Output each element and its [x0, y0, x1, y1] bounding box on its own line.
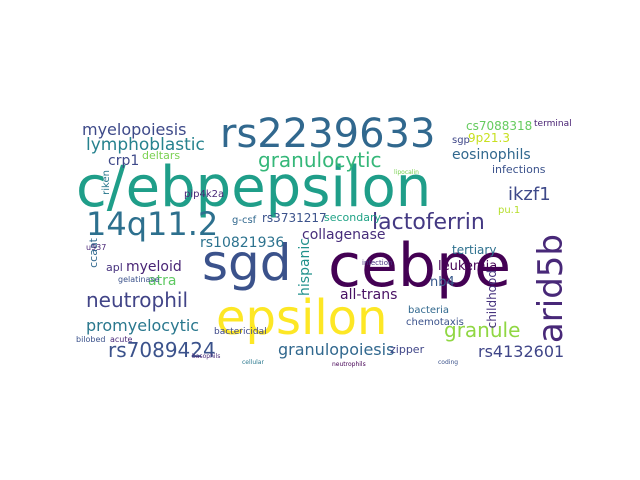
word-c-ebpepsilon: c/ebpepsilon [76, 155, 432, 220]
word-chemotaxis: chemotaxis [406, 317, 464, 328]
word-childhood: childhood [485, 270, 499, 329]
word-granule: granule [444, 318, 521, 342]
word-infections: infections [492, 163, 546, 176]
word-atra: atra [148, 273, 177, 289]
word-basophils: basophils [192, 353, 221, 360]
word-sgp: sgp [452, 135, 470, 146]
word-secondary: secondary [324, 211, 382, 224]
word-lipocalin: lipocalin [394, 169, 419, 176]
word-cellular: cellular [242, 359, 264, 366]
word-lymphoblastic: lymphoblastic [86, 135, 205, 155]
word-hispanic: hispanic [297, 238, 313, 296]
word-apl: apl [106, 261, 123, 274]
word-rs7089424: rs7089424 [108, 338, 216, 362]
word-bactericidal: bactericidal [214, 327, 267, 337]
word-granulopoiesis: granulopoiesis [278, 340, 395, 359]
word-g-csf: g-csf [232, 215, 257, 226]
word-lactoferrin: lactoferrin [372, 210, 485, 235]
word-deltars: deltars [142, 149, 181, 162]
word-eosinophils: eosinophils [452, 147, 531, 163]
word-crp1: crp1 [108, 153, 140, 169]
word-promyelocytic: promyelocytic [86, 316, 200, 335]
word-zipper: zipper [390, 343, 425, 356]
word-rs3731217: rs3731217 [262, 211, 327, 225]
word-terminal: terminal [534, 119, 572, 129]
word-rs4132601: rs4132601 [478, 342, 565, 361]
word-rs10821936: rs10821936 [200, 235, 285, 251]
word-acute: acute [110, 335, 133, 344]
word-epsilon: epsilon [216, 290, 388, 346]
word-all-trans: all-trans [340, 287, 398, 303]
word-u937: u937 [86, 243, 107, 252]
word-gelatinase: gelatinase [118, 275, 160, 284]
word-riken: riken [101, 170, 112, 195]
word-9p21-3: 9p21.3 [468, 131, 510, 145]
word-coding: coding [438, 359, 459, 366]
word-rs2239633: rs2239633 [220, 111, 436, 157]
word-pip4k2a: pip4k2a [184, 189, 225, 200]
word-collagenase: collagenase [302, 227, 386, 243]
word-tertiary: tertiary [452, 243, 497, 257]
word-myeloid: myeloid [126, 259, 182, 275]
word-cebpe: cebpe [328, 231, 511, 301]
word-sgd: sgd [202, 234, 292, 292]
word-infection: infection [362, 259, 393, 267]
word-nb4: nb4 [430, 275, 455, 290]
word-cs7088318: cs7088318 [466, 119, 533, 133]
word-pu-1: pu.1 [498, 205, 521, 216]
word-leukemia: leukemia [438, 259, 498, 274]
word-bilobed: bilobed [76, 335, 106, 344]
word-neutrophils: neutrophils [332, 361, 366, 368]
word-cloud: c/ebpepsilon rs2239633 cebpe sgd epsilon… [72, 110, 586, 372]
word-granulocytic: granulocytic [258, 148, 382, 172]
word-bacteria: bacteria [408, 305, 450, 316]
word-ikzf1: ikzf1 [508, 184, 551, 205]
word-neutrophil: neutrophil [86, 288, 189, 312]
word-myelopoiesis: myelopoiesis [82, 120, 187, 139]
word-arid5b: arid5b [531, 234, 571, 344]
word-14q11-2: 14q11.2 [86, 205, 219, 243]
